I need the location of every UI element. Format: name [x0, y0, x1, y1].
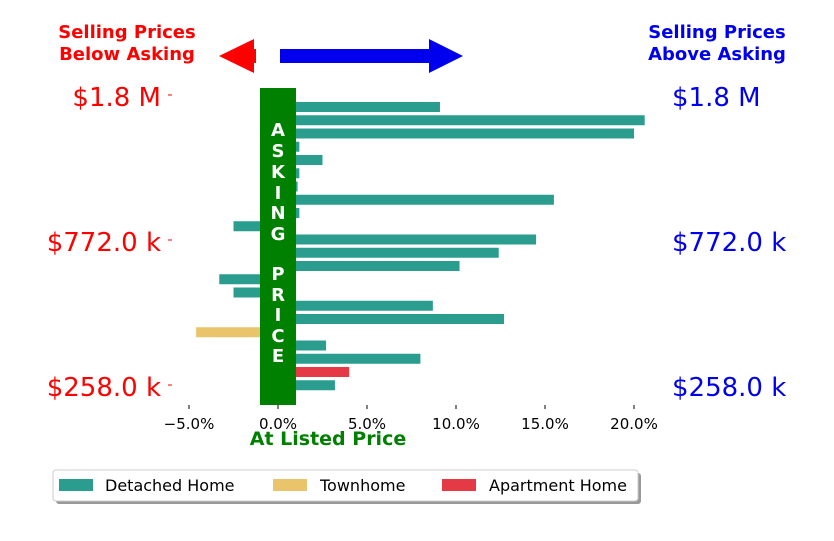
legend-label-detached: Detached Home — [105, 476, 235, 495]
bar-detached-1 — [278, 115, 645, 126]
legend-swatch-townhome — [273, 479, 307, 491]
above-asking-label-line2: Above Asking — [648, 44, 786, 65]
bar-detached-11 — [278, 247, 499, 258]
legend-label-apartment: Apartment Home — [489, 476, 627, 495]
asking-letter-7: P — [271, 264, 284, 285]
x-tick-label-2: 5.0% — [348, 415, 386, 433]
legend-swatch-detached — [59, 479, 93, 491]
bar-detached-12 — [278, 261, 460, 271]
right-price-label-top: $1.8 M — [672, 83, 761, 113]
x-tick-label-4: 15.0% — [521, 415, 569, 433]
left-price-label-bottom: $258.0 k — [47, 373, 161, 403]
bar-detached-19 — [278, 353, 421, 364]
asking-letter-9: I — [275, 305, 282, 326]
asking-letter-4: N — [270, 203, 285, 224]
bar-detached-0 — [278, 102, 440, 112]
bar-apartment-20 — [278, 367, 350, 377]
bar-detached-13 — [219, 274, 278, 285]
legend-label-townhome: Townhome — [319, 476, 405, 495]
x-tick-label-0: −5.0% — [164, 415, 215, 433]
right-arrow-icon — [280, 39, 463, 73]
left-price-label-mid: $772.0 k — [47, 228, 161, 258]
above-asking-label-line1: Selling Prices — [648, 22, 785, 43]
asking-letter-10: C — [271, 326, 284, 347]
bar-detached-9 — [233, 221, 278, 232]
bar-detached-2 — [278, 128, 634, 139]
bar-detached-14 — [233, 287, 278, 298]
asking-letter-8: R — [271, 285, 285, 306]
bar-detached-16 — [278, 314, 505, 324]
asking-letter-1: S — [272, 141, 285, 162]
right-price-label-bottom: $258.0 k — [672, 373, 786, 403]
bars-group — [196, 102, 645, 391]
bar-detached-10 — [278, 234, 537, 245]
left-arrow-icon — [219, 39, 256, 73]
asking-letter-11: E — [272, 346, 284, 367]
x-tick-label-3: 10.0% — [432, 415, 480, 433]
bar-detached-21 — [278, 380, 335, 391]
asking-letter-5: G — [271, 224, 286, 245]
below-asking-label-line1: Selling Prices — [58, 22, 195, 43]
x-axis-label: At Listed Price — [250, 428, 406, 450]
asking-letter-0: A — [271, 120, 285, 141]
bar-detached-4 — [278, 155, 323, 165]
bar-detached-18 — [278, 340, 327, 351]
left-price-label-top: $1.8 M — [72, 83, 161, 113]
bar-townhome-17 — [196, 327, 278, 338]
asking-letter-3: I — [275, 183, 282, 204]
asking-letter-2: K — [271, 162, 286, 183]
below-asking-label-line2: Below Asking — [59, 44, 195, 65]
x-axis: −5.0% 0.0% 5.0% 10.0% 15.0% 20.0% — [164, 405, 658, 433]
legend: Detached Home Townhome Apartment Home — [52, 469, 641, 504]
x-tick-label-5: 20.0% — [610, 415, 658, 433]
right-price-label-mid: $772.0 k — [672, 228, 786, 258]
bar-detached-7 — [278, 194, 554, 205]
legend-swatch-apartment — [442, 479, 476, 491]
x-tick-label-1: 0.0% — [259, 415, 297, 433]
asking-price-band — [260, 88, 296, 405]
bar-detached-15 — [278, 300, 433, 311]
